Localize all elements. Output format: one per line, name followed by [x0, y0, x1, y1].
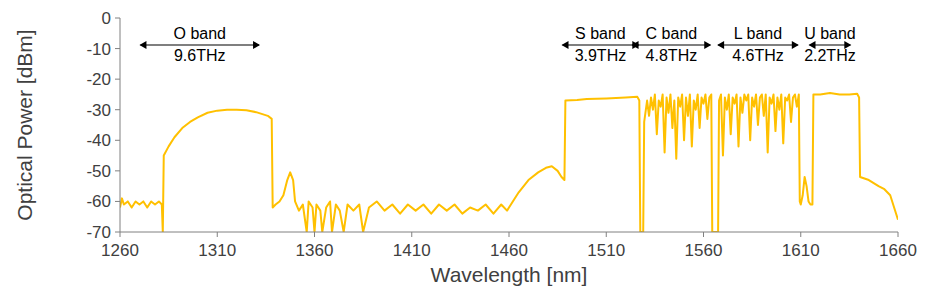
y-tick — [115, 201, 120, 202]
x-tick-label: 1610 — [782, 241, 820, 260]
band-arrow-head — [253, 41, 260, 49]
chart: -70 -60 -50 -40 -30 -20 -10 0 1260 1310 1360 1410 14… — [0, 0, 950, 292]
band-width-label: 4.6THz — [732, 47, 784, 64]
x-tick — [509, 232, 510, 237]
band-arrow-head — [792, 41, 799, 49]
band-arrow-line — [563, 44, 639, 45]
x-tick-label: 1560 — [685, 241, 723, 260]
y-tick-label: -40 — [86, 131, 111, 150]
band-width-label: 2.2THz — [804, 47, 856, 64]
x-tick-label: 1660 — [879, 241, 917, 260]
band-annotation: O band 9.6THz — [139, 25, 260, 64]
x-tick — [800, 232, 801, 237]
x-axis-label: Wavelength [nm] — [431, 263, 588, 286]
x-tick — [120, 232, 121, 237]
band-arrow-head — [717, 41, 724, 49]
x-tick-label: 1460 — [490, 241, 528, 260]
band-annotation: S band 3.9THz — [562, 25, 640, 64]
x-tick — [898, 232, 899, 237]
band-arrow-line — [810, 44, 851, 45]
x-tick — [606, 232, 607, 237]
y-tick — [115, 18, 120, 19]
y-tick-label: -30 — [86, 101, 111, 120]
y-tick-label: -10 — [86, 40, 111, 59]
x-tick — [703, 232, 704, 237]
band-arrow-line — [633, 44, 711, 45]
band-arrow-head — [632, 41, 639, 49]
band-arrow-line — [140, 44, 259, 45]
x-tick — [314, 232, 315, 237]
x-tick — [411, 232, 412, 237]
y-tick-label: -60 — [86, 192, 111, 211]
band-label: L band — [734, 25, 782, 42]
y-tick — [115, 170, 120, 171]
y-tick-label: 0 — [102, 9, 111, 28]
x-tick — [217, 232, 218, 237]
band-arrow-head — [632, 41, 639, 49]
y-tick — [115, 109, 120, 110]
band-label: C band — [646, 25, 698, 42]
x-tick-label: 1410 — [393, 241, 431, 260]
plot-area — [120, 93, 898, 232]
x-tick-label: 1510 — [587, 241, 625, 260]
band-label: S band — [575, 25, 626, 42]
y-tick-label: -70 — [86, 223, 111, 242]
band-annotation: L band 4.6THz — [717, 25, 799, 64]
band-arrow-head — [562, 41, 569, 49]
x-tick-label: 1310 — [198, 241, 236, 260]
x-tick-label: 1360 — [296, 241, 334, 260]
spectrum-line — [120, 93, 898, 232]
y-tick — [115, 232, 120, 233]
y-tick — [115, 140, 120, 141]
band-annotation: U band 2.2THz — [804, 25, 856, 64]
y-tick-label: -20 — [86, 70, 111, 89]
band-arrow-line — [718, 44, 798, 45]
band-width-label: 9.6THz — [174, 47, 226, 64]
y-tick — [115, 79, 120, 80]
band-arrow-head — [139, 41, 146, 49]
y-axis — [120, 18, 121, 232]
x-tick-label: 1260 — [101, 241, 139, 260]
y-axis-label: Optical Power [dBm] — [13, 29, 36, 220]
y-tick-label: -50 — [86, 162, 111, 181]
band-label: O band — [174, 25, 226, 42]
band-width-label: 4.8THz — [646, 47, 698, 64]
band-arrow-head — [704, 41, 711, 49]
band-annotation: C band 4.8THz — [632, 25, 712, 64]
band-width-label: 3.9THz — [575, 47, 627, 64]
y-tick — [115, 48, 120, 49]
band-label: U band — [804, 25, 856, 42]
